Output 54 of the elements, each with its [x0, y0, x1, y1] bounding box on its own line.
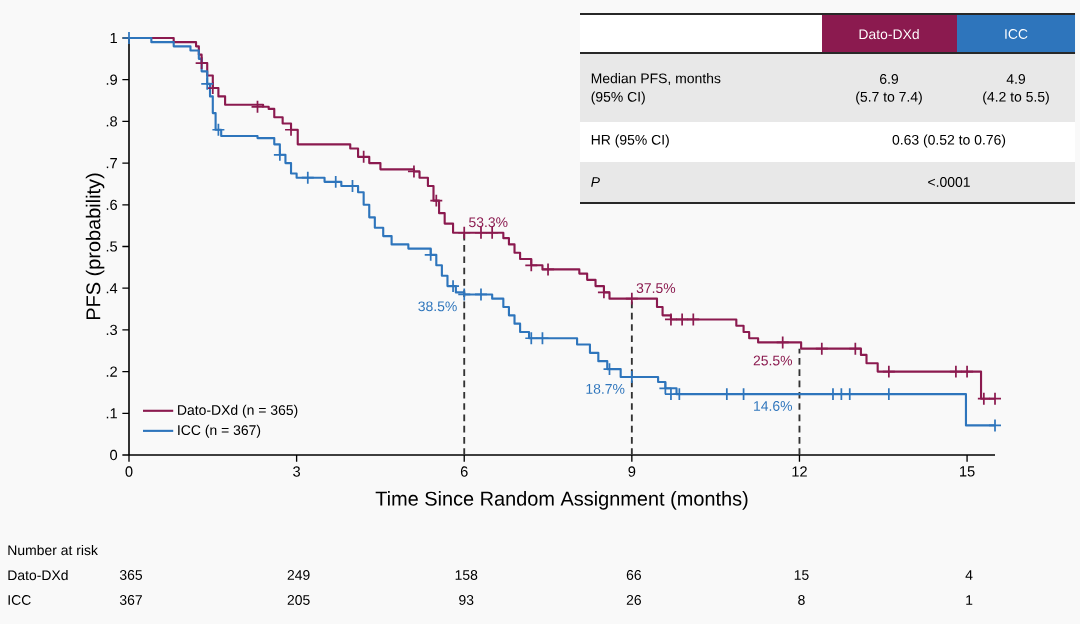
annotation: (95% CI) [591, 91, 645, 105]
text: 1 [966, 595, 973, 605]
x-tick-label: 9 [628, 466, 636, 477]
x-axis-title: Time Since Random Assignment (months) [375, 491, 748, 510]
annotation: HR (95% CI) [591, 134, 669, 148]
annotation: 53.3% [469, 217, 508, 228]
text: 4 [965, 570, 973, 580]
text: 8 [798, 595, 805, 605]
annotation: P [591, 177, 600, 187]
y-tick-label: .9 [106, 74, 117, 85]
text: 205 [287, 595, 310, 605]
y-tick-label: .6 [106, 199, 118, 210]
text: ICC [8, 595, 31, 605]
y-tick-label: .4 [106, 283, 118, 294]
y-tick-label: .1 [106, 408, 117, 419]
text: Number at risk [8, 544, 98, 556]
text: 66 [626, 570, 641, 580]
y-tick-label: .5 [106, 241, 118, 252]
text: 93 [459, 595, 474, 605]
x-tick-label: 3 [293, 466, 301, 477]
text: 4.9 [1006, 74, 1026, 84]
legend-label: Dato-DXd (n = 365) [178, 404, 298, 418]
text: 158 [455, 570, 478, 580]
annotation: 0.63 (0.52 to 0.76) [892, 134, 1006, 148]
text: ICC [1005, 29, 1028, 39]
text: 249 [287, 570, 310, 580]
annotation: 18.7% [586, 383, 625, 394]
x-tick-label: 15 [960, 466, 975, 477]
annotation: 38.5% [418, 301, 457, 312]
annotation: (5.7 to 7.4) [856, 91, 922, 105]
text: Dato-DXd [8, 569, 68, 581]
text: 15 [794, 570, 809, 580]
annotation: 37.5% [636, 283, 676, 294]
text: 367 [119, 595, 142, 605]
y-tick-label: .2 [106, 366, 117, 377]
annotation: 6.9 [880, 74, 899, 84]
x-tick-label: 6 [460, 466, 468, 477]
annotation: Dato-DXd [859, 28, 919, 40]
x-tick-label: 0 [125, 466, 133, 477]
annotation: 14.6% [754, 401, 793, 411]
annotation: Median PFS, months [591, 73, 721, 85]
annotation: 25.5% [753, 355, 793, 366]
y-tick-label: .3 [106, 324, 118, 336]
y-tick-label: .8 [106, 116, 118, 127]
y-axis-title: PFS (probability) [85, 173, 105, 320]
y-tick-label: .7 [106, 158, 117, 169]
y-tick-label: 1 [110, 32, 117, 44]
annotation: (4.2 to 5.5) [983, 91, 1049, 105]
y-tick-label: 0 [110, 449, 118, 461]
legend-label: ICC (n = 367) [178, 424, 261, 438]
text: 26 [626, 595, 641, 605]
annotation: <.0001 [928, 177, 970, 187]
text: 365 [119, 570, 143, 580]
x-tick-label: 12 [792, 466, 807, 477]
